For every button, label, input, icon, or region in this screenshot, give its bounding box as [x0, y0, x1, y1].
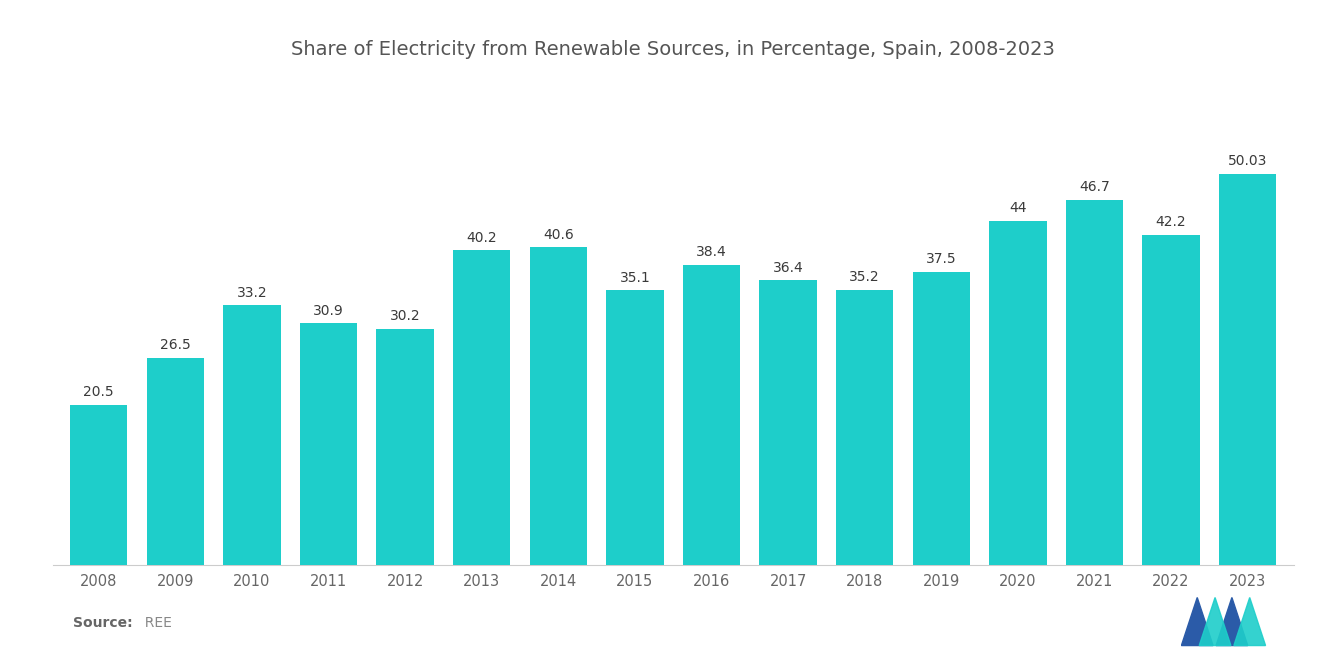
Bar: [453, 251, 511, 565]
Text: 33.2: 33.2: [236, 286, 267, 300]
Text: 26.5: 26.5: [160, 338, 190, 352]
Bar: [376, 329, 434, 565]
Bar: [606, 291, 664, 565]
Text: 36.4: 36.4: [772, 261, 804, 275]
Text: 35.2: 35.2: [849, 270, 880, 284]
Text: 40.6: 40.6: [543, 228, 574, 242]
Bar: [682, 265, 741, 565]
Bar: [1065, 200, 1123, 565]
Bar: [1142, 235, 1200, 565]
Text: 37.5: 37.5: [925, 252, 957, 266]
Bar: [759, 280, 817, 565]
Polygon shape: [1216, 597, 1247, 646]
Bar: [70, 405, 128, 565]
Text: 44: 44: [1008, 201, 1027, 215]
Bar: [836, 290, 894, 565]
Text: 50.03: 50.03: [1228, 154, 1267, 168]
Title: Share of Electricity from Renewable Sources, in Percentage, Spain, 2008-2023: Share of Electricity from Renewable Sour…: [292, 40, 1055, 59]
Polygon shape: [1234, 597, 1266, 646]
Text: 40.2: 40.2: [466, 231, 498, 245]
Text: 20.5: 20.5: [83, 385, 114, 399]
Bar: [1218, 174, 1276, 565]
Bar: [223, 305, 281, 565]
Bar: [912, 271, 970, 565]
Bar: [989, 221, 1047, 565]
Text: 30.9: 30.9: [313, 304, 345, 318]
Text: Source:: Source:: [73, 616, 132, 630]
Text: 46.7: 46.7: [1078, 180, 1110, 194]
Bar: [147, 358, 205, 565]
Text: 42.2: 42.2: [1156, 215, 1187, 229]
Polygon shape: [1181, 597, 1213, 646]
Bar: [529, 247, 587, 565]
Bar: [300, 323, 358, 565]
Polygon shape: [1199, 597, 1232, 646]
Text: 38.4: 38.4: [696, 245, 727, 259]
Text: REE: REE: [136, 616, 172, 630]
Text: 35.1: 35.1: [619, 271, 651, 285]
Text: 30.2: 30.2: [389, 309, 421, 323]
